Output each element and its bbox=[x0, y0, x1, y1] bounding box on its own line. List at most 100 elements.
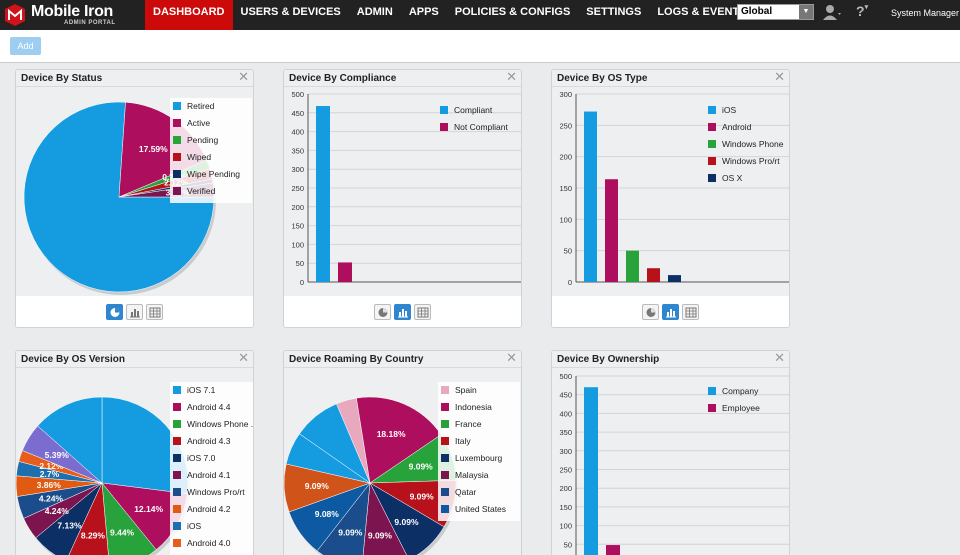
y-tick-label: 400 bbox=[559, 409, 572, 418]
nav-admin[interactable]: ADMIN bbox=[356, 6, 393, 18]
legend-item[interactable]: Active bbox=[173, 118, 250, 135]
y-tick-label: 450 bbox=[291, 109, 304, 118]
pie-slice[interactable] bbox=[369, 482, 445, 555]
legend-item[interactable]: Malaysia bbox=[441, 470, 518, 487]
pie-slice[interactable] bbox=[23, 101, 215, 293]
legend-item[interactable]: Android 4.2 bbox=[173, 504, 252, 521]
legend-item[interactable]: Indonesia bbox=[441, 402, 518, 419]
legend-item[interactable]: iOS 7.1 bbox=[173, 385, 252, 402]
bar[interactable] bbox=[316, 106, 330, 282]
pie-slice[interactable] bbox=[299, 403, 371, 484]
legend-item[interactable]: Verified bbox=[173, 186, 250, 203]
legend-item[interactable]: Luxembourg bbox=[441, 453, 518, 470]
legend-label: iOS bbox=[722, 105, 737, 115]
pie-slice[interactable] bbox=[66, 482, 110, 555]
legend-item[interactable]: Windows Phone bbox=[708, 139, 783, 156]
mobileiron-logo[interactable]: Mobile Iron ADMIN PORTAL bbox=[4, 3, 144, 27]
legend-item[interactable]: Windows Phone ... bbox=[173, 419, 253, 436]
legend-item[interactable]: France bbox=[441, 419, 518, 436]
legend-item[interactable]: iOS 7.0 bbox=[173, 453, 252, 470]
table-view-button[interactable] bbox=[414, 304, 431, 320]
close-icon[interactable]: ✕ bbox=[238, 69, 249, 84]
legend-swatch bbox=[708, 157, 716, 165]
legend-label: Company bbox=[722, 386, 759, 396]
help-menu-icon[interactable]: ?▾ bbox=[856, 3, 869, 19]
legend-item[interactable]: iOS bbox=[708, 105, 783, 122]
legend-swatch bbox=[440, 106, 448, 114]
legend-swatch bbox=[441, 403, 449, 411]
legend-item[interactable]: iOS bbox=[173, 521, 252, 538]
nav-dashboard[interactable]: DASHBOARD bbox=[145, 0, 233, 30]
space-select[interactable]: Global ▼ bbox=[737, 4, 814, 20]
pie-view-button[interactable] bbox=[374, 304, 391, 320]
y-tick-label: 300 bbox=[559, 447, 572, 456]
close-icon[interactable]: ✕ bbox=[238, 350, 249, 365]
legend-label: Windows Pro/rt bbox=[722, 156, 780, 166]
bar[interactable] bbox=[605, 179, 618, 282]
bar-view-button[interactable] bbox=[662, 304, 679, 320]
bar[interactable] bbox=[626, 250, 639, 282]
legend-item[interactable]: OS X bbox=[708, 173, 783, 190]
bar[interactable] bbox=[584, 387, 598, 555]
legend-label: Android 4.0 bbox=[187, 538, 231, 548]
legend-item[interactable]: United States bbox=[441, 504, 518, 521]
legend-item[interactable]: Qatar bbox=[441, 487, 518, 504]
legend-item[interactable]: Retired bbox=[173, 101, 250, 118]
bar[interactable] bbox=[584, 111, 597, 283]
nav-settings[interactable]: SETTINGS bbox=[586, 6, 642, 18]
close-icon[interactable]: ✕ bbox=[774, 350, 785, 365]
table-view-button[interactable] bbox=[146, 304, 163, 320]
y-tick-label: 300 bbox=[291, 165, 304, 174]
nav-logs-events[interactable]: LOGS & EVENTS bbox=[657, 6, 747, 18]
bar[interactable] bbox=[606, 545, 620, 555]
legend-swatch bbox=[173, 539, 181, 547]
table-view-button[interactable] bbox=[682, 304, 699, 320]
compliance-bar-chart: 0 50 100 150 200 250 300 350 400 450 500 bbox=[291, 90, 521, 287]
legend-item[interactable]: Android 4.0 bbox=[173, 538, 252, 555]
legend-item[interactable]: Windows Pro/rt bbox=[708, 156, 783, 173]
user-name-label[interactable]: System Manager bbox=[891, 8, 960, 18]
nav-policies-configs[interactable]: POLICIES & CONFIGS bbox=[454, 6, 571, 18]
y-tick-label: 50 bbox=[564, 247, 572, 256]
add-widget-button[interactable]: Add bbox=[10, 37, 41, 55]
legend-item[interactable]: Pending bbox=[173, 135, 250, 152]
legend-item[interactable]: Android bbox=[708, 122, 783, 139]
pie-view-button[interactable] bbox=[106, 304, 123, 320]
bar-view-button[interactable] bbox=[394, 304, 411, 320]
legend-item[interactable]: Wipe Pending bbox=[173, 169, 250, 186]
bar[interactable] bbox=[338, 262, 352, 282]
bar[interactable] bbox=[647, 268, 660, 282]
legend-item[interactable]: Employee bbox=[708, 403, 760, 420]
legend-label: Android 4.1 bbox=[187, 470, 231, 480]
legend-item[interactable]: Wiped bbox=[173, 152, 250, 169]
legend-item[interactable]: Android 4.4 bbox=[173, 402, 252, 419]
legend-item[interactable]: Android 4.1 bbox=[173, 470, 252, 487]
legend-item[interactable]: Italy bbox=[441, 436, 518, 453]
pie-slice[interactable] bbox=[356, 396, 442, 484]
legend-item[interactable]: Not Compliant bbox=[440, 122, 508, 139]
panel-header: Device Roaming By Country ✕ bbox=[284, 351, 521, 368]
legend-label: Pending bbox=[187, 135, 219, 145]
legend-swatch bbox=[708, 387, 716, 395]
pie-view-button[interactable] bbox=[642, 304, 659, 320]
legend-item[interactable]: Compliant bbox=[440, 105, 508, 122]
legend-item[interactable]: Windows Pro/rt bbox=[173, 487, 252, 504]
bar-view-button[interactable] bbox=[126, 304, 143, 320]
panel-header: Device By Ownership ✕ bbox=[552, 351, 789, 368]
bar[interactable] bbox=[668, 275, 681, 282]
close-icon[interactable]: ✕ bbox=[506, 350, 517, 365]
close-icon[interactable]: ✕ bbox=[774, 69, 785, 84]
legend-swatch bbox=[708, 123, 716, 131]
pie-slice[interactable] bbox=[362, 482, 409, 555]
legend-label: Spain bbox=[455, 385, 477, 395]
nav-apps[interactable]: APPS bbox=[408, 6, 439, 18]
close-icon[interactable]: ✕ bbox=[506, 69, 517, 84]
pie-slice[interactable] bbox=[37, 396, 103, 484]
legend-item[interactable]: Spain bbox=[441, 385, 518, 402]
pie-slice[interactable] bbox=[101, 482, 157, 555]
legend-item[interactable]: Android 4.3 bbox=[173, 436, 252, 453]
user-menu-icon[interactable] bbox=[822, 4, 842, 22]
legend-swatch bbox=[173, 386, 181, 394]
legend-item[interactable]: Company bbox=[708, 386, 760, 403]
nav-users-devices[interactable]: USERS & DEVICES bbox=[240, 6, 341, 18]
